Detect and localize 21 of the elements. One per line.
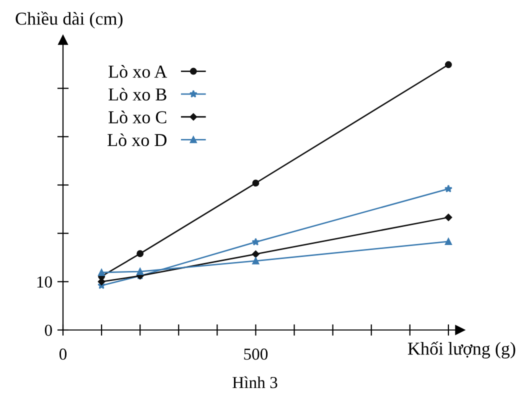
point xyxy=(136,250,144,258)
point xyxy=(252,250,260,258)
point xyxy=(444,184,452,192)
legend-label: Lò xo D xyxy=(108,133,166,146)
point xyxy=(444,61,452,68)
point xyxy=(136,268,144,275)
x-tick-label: 500 xyxy=(244,348,268,360)
point xyxy=(98,269,106,276)
y-tick-label: 10 xyxy=(37,276,52,288)
point xyxy=(444,214,452,222)
point xyxy=(252,238,260,246)
legend-label: Lò xo C xyxy=(108,110,166,124)
y-axis-title: Chiều dài (cm) xyxy=(16,12,123,28)
text: Hình 3 xyxy=(232,376,278,388)
x-axis-title: Khối lượng (g) xyxy=(408,342,516,358)
legend-label: Lò xo B xyxy=(108,88,166,101)
legend-label: Lò xo A xyxy=(108,65,168,78)
point xyxy=(252,257,260,264)
point xyxy=(98,278,106,286)
point xyxy=(252,180,260,187)
point xyxy=(444,238,452,246)
